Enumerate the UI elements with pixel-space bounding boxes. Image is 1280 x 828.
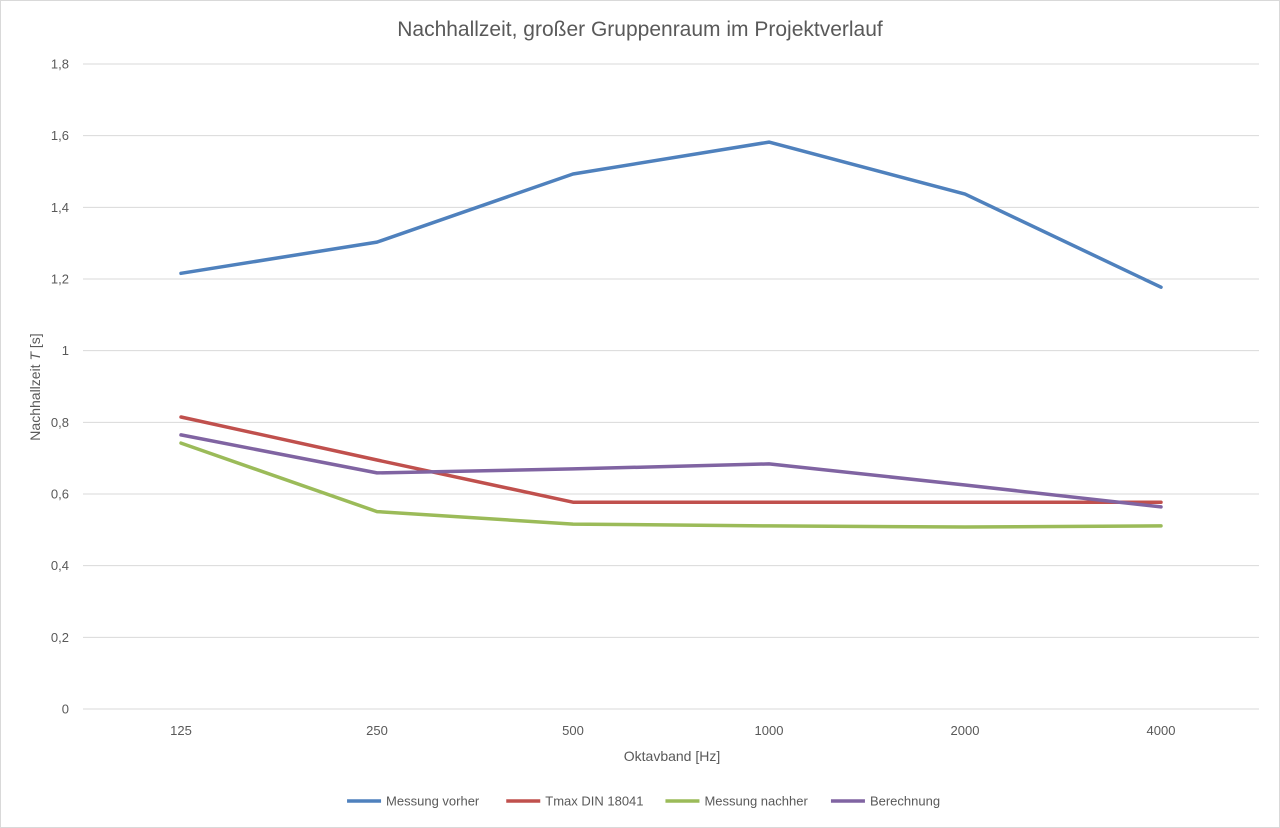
y-tick-labels: 0 0,2 0,4 0,6 0,8 1 1,2 1,4 1,6 1,8	[51, 57, 69, 717]
x-axis-title: Oktavband [Hz]	[624, 748, 721, 764]
legend-item[interactable]: Messung vorher	[347, 794, 480, 809]
y-axis-title-unit: [s]	[27, 333, 43, 352]
y-axis-title-symbol: T	[27, 351, 43, 361]
gridlines	[83, 63, 1259, 710]
y-tick-label: 0,4	[51, 558, 69, 573]
legend: Messung vorher Tmax DIN 18041 Messung nach…	[347, 794, 940, 809]
x-tick-label: 1000	[755, 723, 784, 738]
x-tick-label: 500	[562, 723, 584, 738]
y-tick-label: 1,4	[51, 200, 69, 215]
y-tick-label: 1	[62, 343, 69, 358]
series-lines	[179, 140, 1163, 529]
legend-item[interactable]: Tmax DIN 18041	[506, 794, 644, 809]
y-tick-label: 1,6	[51, 128, 69, 143]
legend-item[interactable]: Berechnung	[830, 794, 940, 809]
y-axis-title: Nachhallzeit T [s]	[27, 333, 43, 440]
y-tick-label: 0,6	[51, 487, 69, 502]
x-tick-label: 2000	[951, 723, 980, 738]
y-tick-label: 0	[62, 702, 69, 717]
legend-label: Berechnung	[870, 794, 940, 809]
series-line-0	[179, 140, 1163, 289]
y-tick-label: 0,8	[51, 415, 69, 430]
legend-label: Tmax DIN 18041	[545, 794, 643, 809]
y-tick-label: 1,2	[51, 272, 69, 287]
series-line-2	[179, 441, 1163, 529]
legend-label: Messung vorher	[386, 794, 480, 809]
y-axis-title-prefix: Nachhallzeit	[27, 361, 43, 441]
chart-title: Nachhallzeit, großer Gruppenraum im Proj…	[397, 18, 883, 41]
x-tick-labels: 125 250 500 1000 2000 4000	[170, 723, 1175, 738]
legend-label: Messung nachher	[704, 794, 808, 809]
legend-item[interactable]: Messung nachher	[665, 794, 808, 809]
series-line-3	[179, 433, 1163, 509]
x-tick-label: 250	[366, 723, 388, 738]
y-tick-label: 0,2	[51, 630, 69, 645]
x-tick-label: 125	[170, 723, 192, 738]
x-tick-label: 4000	[1147, 723, 1176, 738]
y-tick-label: 1,8	[51, 57, 69, 72]
series-line-1	[179, 415, 1163, 504]
